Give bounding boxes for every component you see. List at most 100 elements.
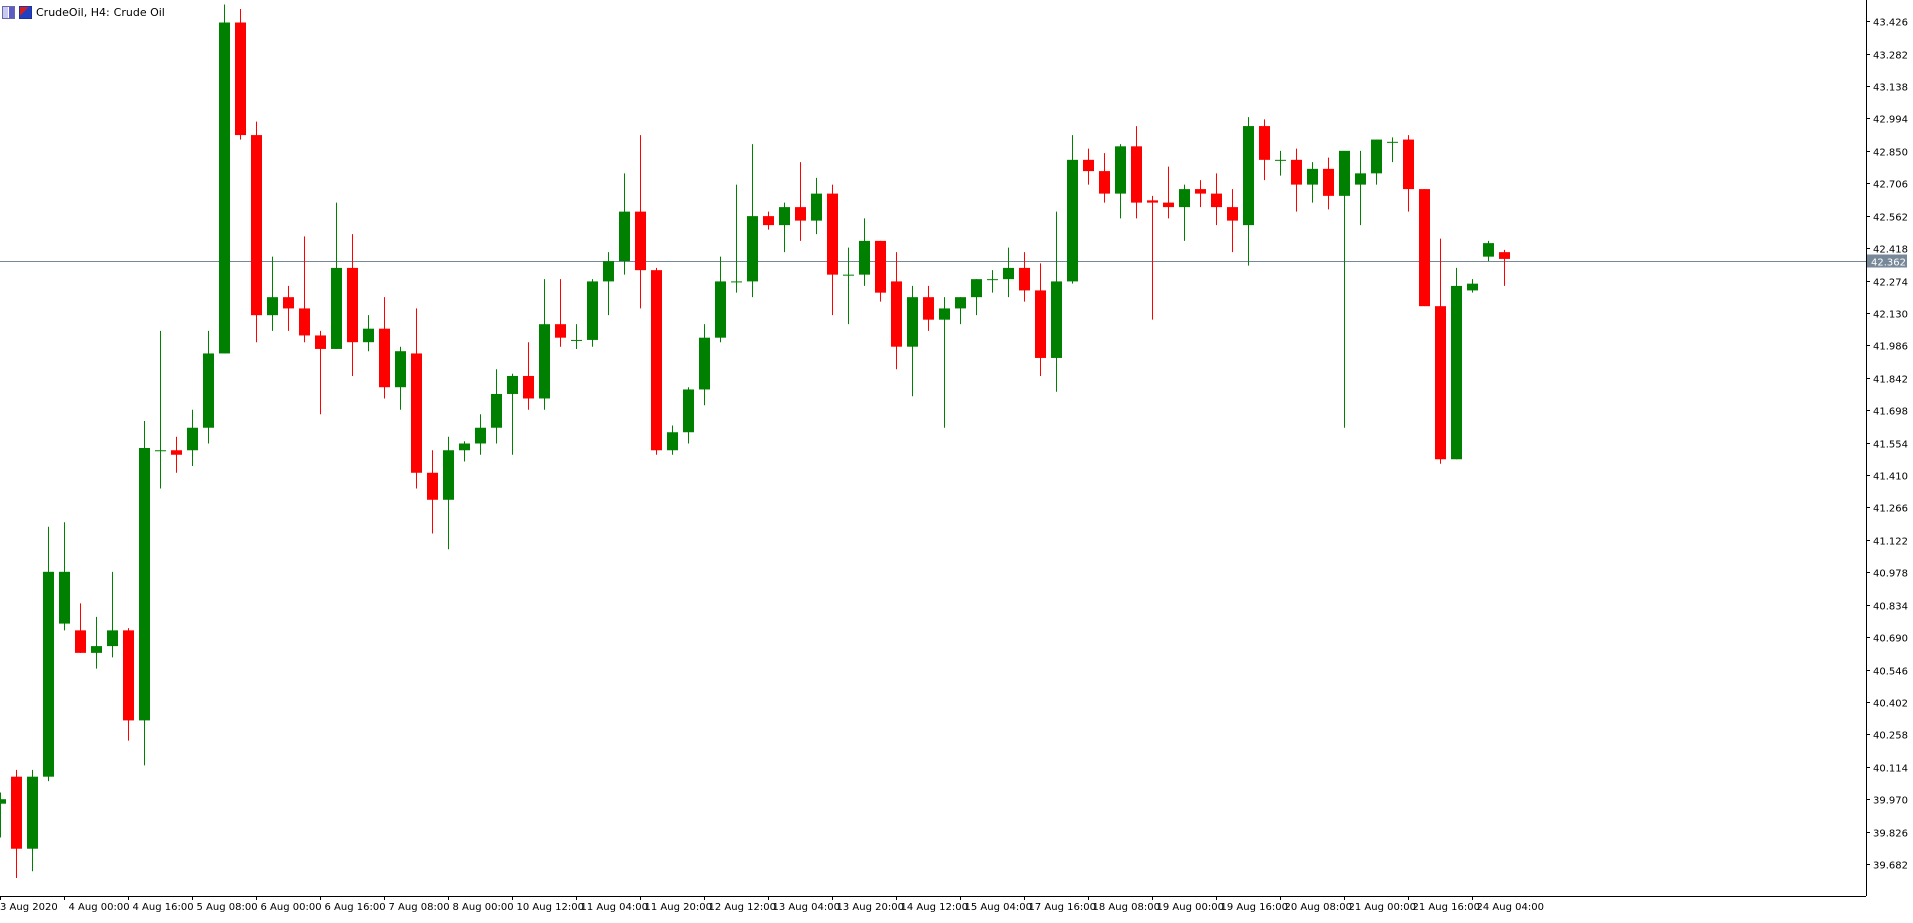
candle <box>363 315 374 352</box>
candle-body <box>811 193 822 221</box>
y-tick-label: 42.562 <box>1873 213 1908 224</box>
candle <box>27 769 38 872</box>
candle <box>1371 139 1382 185</box>
candle-body <box>1067 159 1078 282</box>
candle <box>1115 144 1126 219</box>
candle-body <box>651 270 662 451</box>
candle-body <box>603 261 614 282</box>
candle <box>587 279 598 347</box>
candle-body <box>363 328 374 343</box>
y-tick-label: 40.114 <box>1873 764 1908 775</box>
candle-body <box>1051 281 1062 358</box>
symbol-timeframe-label: CrudeOil, H4: <box>36 5 110 19</box>
candle-body <box>587 281 598 340</box>
chart-type-icon[interactable] <box>2 5 15 19</box>
candle <box>603 252 614 316</box>
candle-body <box>1467 283 1478 291</box>
current-price-marker: 42.362 <box>1867 254 1907 269</box>
candle-body <box>59 571 70 624</box>
candle-body <box>1163 202 1174 208</box>
candle <box>43 526 54 782</box>
candle-body <box>1403 139 1414 190</box>
x-tick-label: 4 Aug 00:00 <box>69 902 130 913</box>
candle-body <box>459 443 470 451</box>
candle <box>923 285 934 331</box>
candle-body <box>203 353 214 428</box>
candle <box>843 247 854 325</box>
candle <box>75 603 86 653</box>
candle-body <box>283 297 294 309</box>
y-tick-label: 41.266 <box>1873 504 1908 515</box>
candle-body <box>955 297 966 309</box>
candle-body <box>1003 267 1014 280</box>
candle-body <box>571 339 582 341</box>
candle <box>539 279 550 410</box>
candle <box>1403 135 1414 212</box>
candle-body <box>1307 168 1318 185</box>
candle-body <box>1227 207 1238 221</box>
y-tick-label: 42.706 <box>1873 180 1908 191</box>
candle-body <box>843 274 854 276</box>
y-tick-label: 41.554 <box>1873 440 1908 451</box>
candle <box>795 162 806 241</box>
candle-body <box>235 22 246 136</box>
candle-body <box>427 472 438 500</box>
candle-body <box>91 646 102 653</box>
x-tick-label: 7 Aug 08:00 <box>389 902 450 913</box>
candle <box>987 270 998 293</box>
candle-body <box>1499 252 1510 259</box>
candle-body <box>0 799 6 804</box>
candle <box>459 441 470 462</box>
candle-body <box>1243 126 1254 226</box>
candle <box>875 240 886 302</box>
candle-body <box>43 571 54 777</box>
candle-body <box>1355 173 1366 185</box>
candle-body <box>699 337 710 390</box>
y-tick-label: 41.410 <box>1873 472 1908 483</box>
candle-body <box>779 207 790 226</box>
candle-body <box>971 279 982 298</box>
candle <box>1035 263 1046 376</box>
candle-body <box>875 240 886 293</box>
y-tick-label: 41.698 <box>1873 407 1908 418</box>
candle-body <box>315 335 326 349</box>
x-tick-label: 11 Aug 04:00 <box>581 902 648 913</box>
x-tick-label: 17 Aug 16:00 <box>1029 902 1096 913</box>
candle <box>1307 162 1318 203</box>
candle-body <box>667 432 678 451</box>
candle-body <box>747 216 758 282</box>
candle <box>107 571 118 658</box>
candle <box>219 4 230 354</box>
candle-body <box>523 375 534 399</box>
candle <box>395 346 406 410</box>
y-tick-label: 42.994 <box>1873 115 1908 126</box>
x-tick-label: 21 Aug 00:00 <box>1349 902 1416 913</box>
candle-body <box>507 375 518 394</box>
y-tick-label: 42.418 <box>1873 245 1908 256</box>
candle <box>1499 249 1510 286</box>
symbol-flag-icon <box>19 5 32 19</box>
candle <box>1243 117 1254 266</box>
candle <box>283 285 294 331</box>
y-tick-label: 43.282 <box>1873 51 1908 62</box>
x-tick-label: 20 Aug 08:00 <box>1285 902 1352 913</box>
candle <box>347 234 358 376</box>
candle-body <box>731 281 742 283</box>
candle <box>955 297 966 325</box>
candle <box>1467 279 1478 293</box>
candle <box>939 297 950 428</box>
candle <box>139 420 150 766</box>
candle <box>1419 189 1430 307</box>
x-tick-label: 6 Aug 00:00 <box>261 902 322 913</box>
candle <box>1275 150 1286 176</box>
candle <box>203 330 214 444</box>
candle <box>651 267 662 455</box>
x-tick-label: 13 Aug 20:00 <box>837 902 904 913</box>
candle-body <box>1083 159 1094 172</box>
candle <box>331 202 342 349</box>
candle-body <box>1339 150 1350 196</box>
candle-body <box>11 776 22 849</box>
candle-body <box>1099 171 1110 194</box>
